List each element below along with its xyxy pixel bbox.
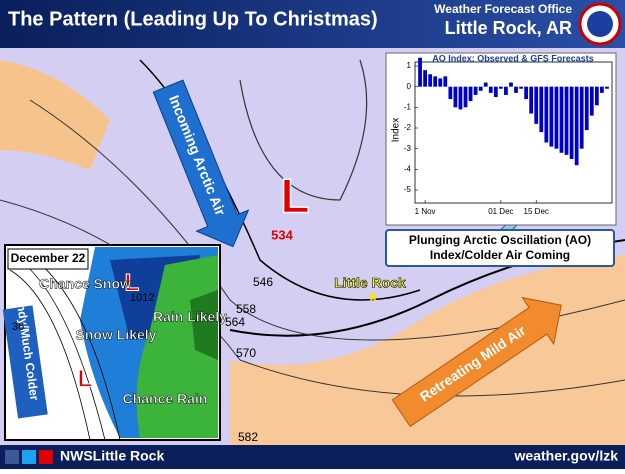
bar xyxy=(524,86,529,100)
x-tick-label: 15 Dec xyxy=(524,207,549,216)
bar xyxy=(498,86,503,89)
footer-url: weather.gov/lzk xyxy=(514,448,619,464)
bar xyxy=(473,86,478,95)
zone-label: Rain Likely xyxy=(153,309,227,325)
plot-area xyxy=(414,61,613,204)
low-label: L xyxy=(280,171,309,224)
bar xyxy=(514,86,518,93)
contour-label: 546 xyxy=(253,275,273,289)
bar xyxy=(589,86,594,116)
contour-label: 534 xyxy=(271,227,293,242)
callout-box xyxy=(385,229,615,267)
inset-low: L xyxy=(78,365,93,392)
bar xyxy=(418,57,422,87)
bar xyxy=(594,86,599,106)
bar xyxy=(559,86,564,153)
location: Little Rock, AR xyxy=(445,18,572,38)
bar xyxy=(584,86,589,131)
bar xyxy=(534,86,539,124)
nws-logo-center xyxy=(587,11,613,37)
y-tick-label: -2 xyxy=(404,123,412,132)
bar xyxy=(458,86,463,110)
title: The Pattern (Leading Up To Christmas) xyxy=(8,8,378,30)
bar xyxy=(478,86,483,91)
contour-label: 570 xyxy=(236,346,256,360)
city-star: ★ xyxy=(367,289,380,305)
bar xyxy=(428,74,433,87)
bar xyxy=(463,86,468,108)
bar xyxy=(448,86,453,100)
office: Weather Forecast Office xyxy=(434,2,572,16)
callout-text: Index/Colder Air Coming xyxy=(430,248,570,262)
contour-label: 582 xyxy=(238,430,258,444)
callout-text: Plunging Arctic Oscillation (AO) xyxy=(409,233,591,247)
bar xyxy=(433,76,438,87)
inset-date: December 22 xyxy=(11,251,86,265)
y-tick-label: -5 xyxy=(404,185,412,194)
inset-low: L xyxy=(125,269,140,296)
x-tick-label: 01 Dec xyxy=(488,207,513,216)
inset-temp: 36 xyxy=(12,321,24,333)
bar xyxy=(600,86,604,93)
bar xyxy=(483,82,488,87)
bar xyxy=(579,86,584,149)
bar xyxy=(605,86,609,89)
youtube-icon xyxy=(39,450,53,464)
bar xyxy=(549,86,554,147)
bar xyxy=(574,86,579,166)
bar xyxy=(488,86,493,93)
bar xyxy=(423,70,427,87)
bar xyxy=(554,86,559,149)
facebook-icon xyxy=(5,450,19,464)
bar xyxy=(493,86,498,97)
footer xyxy=(0,445,625,469)
footer-social: NWSLittle Rock xyxy=(60,448,164,464)
bar xyxy=(519,86,523,89)
bar xyxy=(443,76,448,87)
bar xyxy=(539,86,544,133)
y-tick-label: -1 xyxy=(404,102,412,111)
bar xyxy=(509,82,513,87)
bar xyxy=(529,86,534,114)
inset-date-box xyxy=(7,248,89,270)
zone-label: Snow Likely xyxy=(76,327,157,343)
zone-label: Chance Snow xyxy=(39,276,131,292)
inset-pressure: 1012 xyxy=(130,292,154,304)
bar xyxy=(504,86,508,95)
contour-label: 558 xyxy=(236,302,256,316)
city-label: Little Rock xyxy=(334,275,406,291)
ao-chart: AO Index: Observed & GFS Forecasts Index… xyxy=(385,52,617,226)
chart-title: AO Index: Observed & GFS Forecasts xyxy=(432,53,594,63)
bar xyxy=(438,78,443,87)
twitter-icon xyxy=(22,450,36,464)
inset-map xyxy=(2,244,221,441)
y-tick-label: 0 xyxy=(407,82,412,91)
y-tick-label: -4 xyxy=(404,164,412,173)
y-tick-label: 1 xyxy=(407,61,412,70)
contour-label: 564 xyxy=(225,315,245,329)
bar xyxy=(569,86,574,159)
bar xyxy=(564,86,569,155)
header xyxy=(0,0,625,48)
x-tick-label: 1 Nov xyxy=(415,207,436,216)
zone-label: Chance Rain xyxy=(123,391,208,407)
y-tick-label: -3 xyxy=(404,144,412,153)
y-axis-label: Index xyxy=(391,118,402,142)
bar xyxy=(544,86,549,143)
bar xyxy=(468,86,473,102)
bar xyxy=(453,86,458,108)
